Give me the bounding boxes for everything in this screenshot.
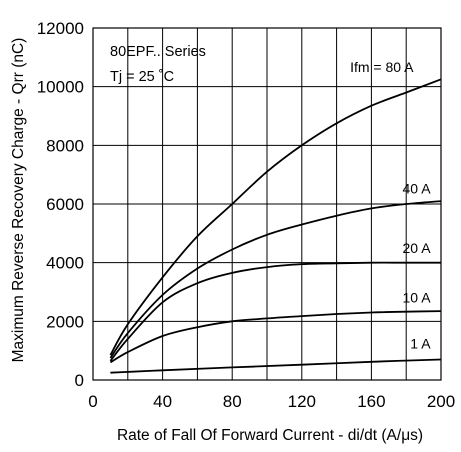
series-label: 20 A [403, 240, 432, 256]
series-lines [109, 78, 442, 374]
tick-labels: 0 40 80 120 160 20002000400060008000100001200… [37, 19, 455, 411]
y-tick-label: 8000 [46, 136, 84, 155]
series-label: Ifm = 80 A [350, 59, 414, 75]
series-label: 10 A [403, 289, 432, 305]
y-tick-label: 12000 [37, 19, 84, 38]
annotation-series: 80EPF.. Series [110, 44, 206, 60]
series-line-2 [109, 261, 441, 362]
y-tick-label: 4000 [46, 254, 84, 273]
x-tick-label: 200 [427, 392, 455, 411]
x-axis-title: Rate of Fall Of Forward Current - di/dt … [117, 427, 423, 444]
x-tick-label: 160 [357, 392, 385, 411]
x-tick-label: 0 [88, 392, 97, 411]
series-label: 40 A [403, 181, 432, 197]
y-tick-label: 0 [75, 371, 84, 390]
x-tick-label: 40 [153, 392, 172, 411]
y-tick-label: 2000 [46, 312, 84, 331]
series-line-1 [109, 200, 442, 359]
series-labels: Ifm = 80 A 40 A 20 A 10 A 1 A [350, 59, 431, 351]
annotation-temperature: Tj = 25 ˚C [110, 69, 174, 85]
series-label: 1 A [410, 335, 431, 351]
plot-frame [92, 27, 442, 381]
series-line-0 [109, 78, 442, 356]
y-axis-title: Maximum Reverse Recovery Charge - Qrr (n… [10, 38, 27, 363]
y-tick-label: 6000 [46, 195, 84, 214]
series-line-3 [109, 310, 442, 364]
series-line-4 [110, 358, 442, 374]
y-tick-label: 10000 [37, 78, 84, 97]
x-tick-label: 120 [288, 392, 316, 411]
x-tick-label: 80 [223, 392, 242, 411]
